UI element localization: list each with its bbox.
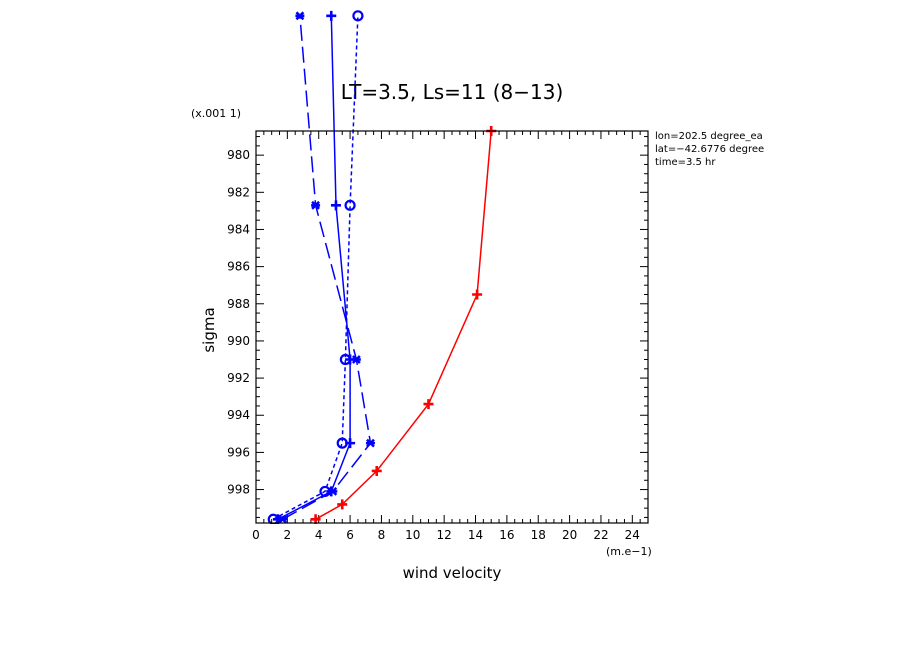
x-tick-label: 20	[562, 528, 577, 542]
annotation-time: time=3.5 hr	[655, 157, 716, 168]
y-axis-label: sigma	[200, 307, 218, 352]
series-3-marker	[423, 399, 434, 410]
x-tick-label: 6	[346, 528, 354, 542]
series-1-marker	[351, 355, 361, 364]
y-tick-label: 990	[227, 334, 250, 348]
series-0-marker	[330, 200, 341, 211]
x-tick-label: 16	[499, 528, 514, 542]
x-tick-label: 24	[625, 528, 640, 542]
y-unit-label: (x.001 1)	[191, 107, 241, 120]
series-0-line	[277, 15, 351, 520]
chart-title: LT=3.5, Ls=11 (8−13)	[341, 80, 564, 104]
series-3-marker	[472, 289, 483, 300]
y-tick-label: 992	[227, 371, 250, 385]
x-tick-label: 10	[405, 528, 420, 542]
x-tick-label: 2	[284, 528, 292, 542]
x-tick-label: 4	[315, 528, 323, 542]
x-tick-label: 0	[252, 528, 260, 542]
series-1-marker	[311, 200, 321, 210]
annotation-lon: lon=202.5 degree_ea	[655, 131, 763, 142]
series-layer	[267, 10, 497, 524]
series-2-line	[272, 15, 359, 520]
series-2-marker	[267, 513, 279, 524]
y-tick-label: 986	[227, 260, 250, 274]
series-1-marker	[278, 514, 288, 524]
y-tick-label: 988	[227, 297, 250, 311]
series-1-marker	[365, 438, 375, 448]
series-1-marker	[295, 11, 305, 21]
series-3-marker	[371, 465, 382, 476]
series-3-marker	[337, 499, 348, 510]
series-2-marker	[352, 10, 364, 22]
x-unit-label: (m.e−1)	[606, 545, 652, 558]
annotation-lat: lat=−42.6776 degree	[655, 144, 764, 155]
series-0-marker	[326, 10, 337, 21]
axis-ticks: 0 2 4 6 8 10 12 14 16 18 20 22 249809829849869889909…	[227, 131, 649, 542]
x-tick-label: 22	[593, 528, 608, 542]
y-tick-label: 984	[227, 222, 250, 236]
series-2-marker	[339, 353, 351, 366]
plot-frame	[255, 130, 649, 524]
x-tick-label: 14	[468, 528, 483, 542]
y-tick-label: 980	[227, 148, 250, 162]
x-tick-label: 8	[378, 528, 386, 542]
series-2-marker	[336, 437, 348, 449]
y-tick-label: 982	[227, 185, 250, 199]
x-axis-label: wind velocity	[403, 564, 502, 582]
y-tick-label: 998	[227, 483, 250, 497]
x-tick-label: 18	[531, 528, 546, 542]
series-2-marker	[319, 485, 331, 498]
x-tick-label: 12	[437, 528, 452, 542]
series-2-marker	[344, 199, 356, 211]
y-tick-label: 994	[227, 408, 250, 422]
series-3-line	[315, 130, 492, 520]
y-tick-label: 996	[227, 445, 250, 459]
